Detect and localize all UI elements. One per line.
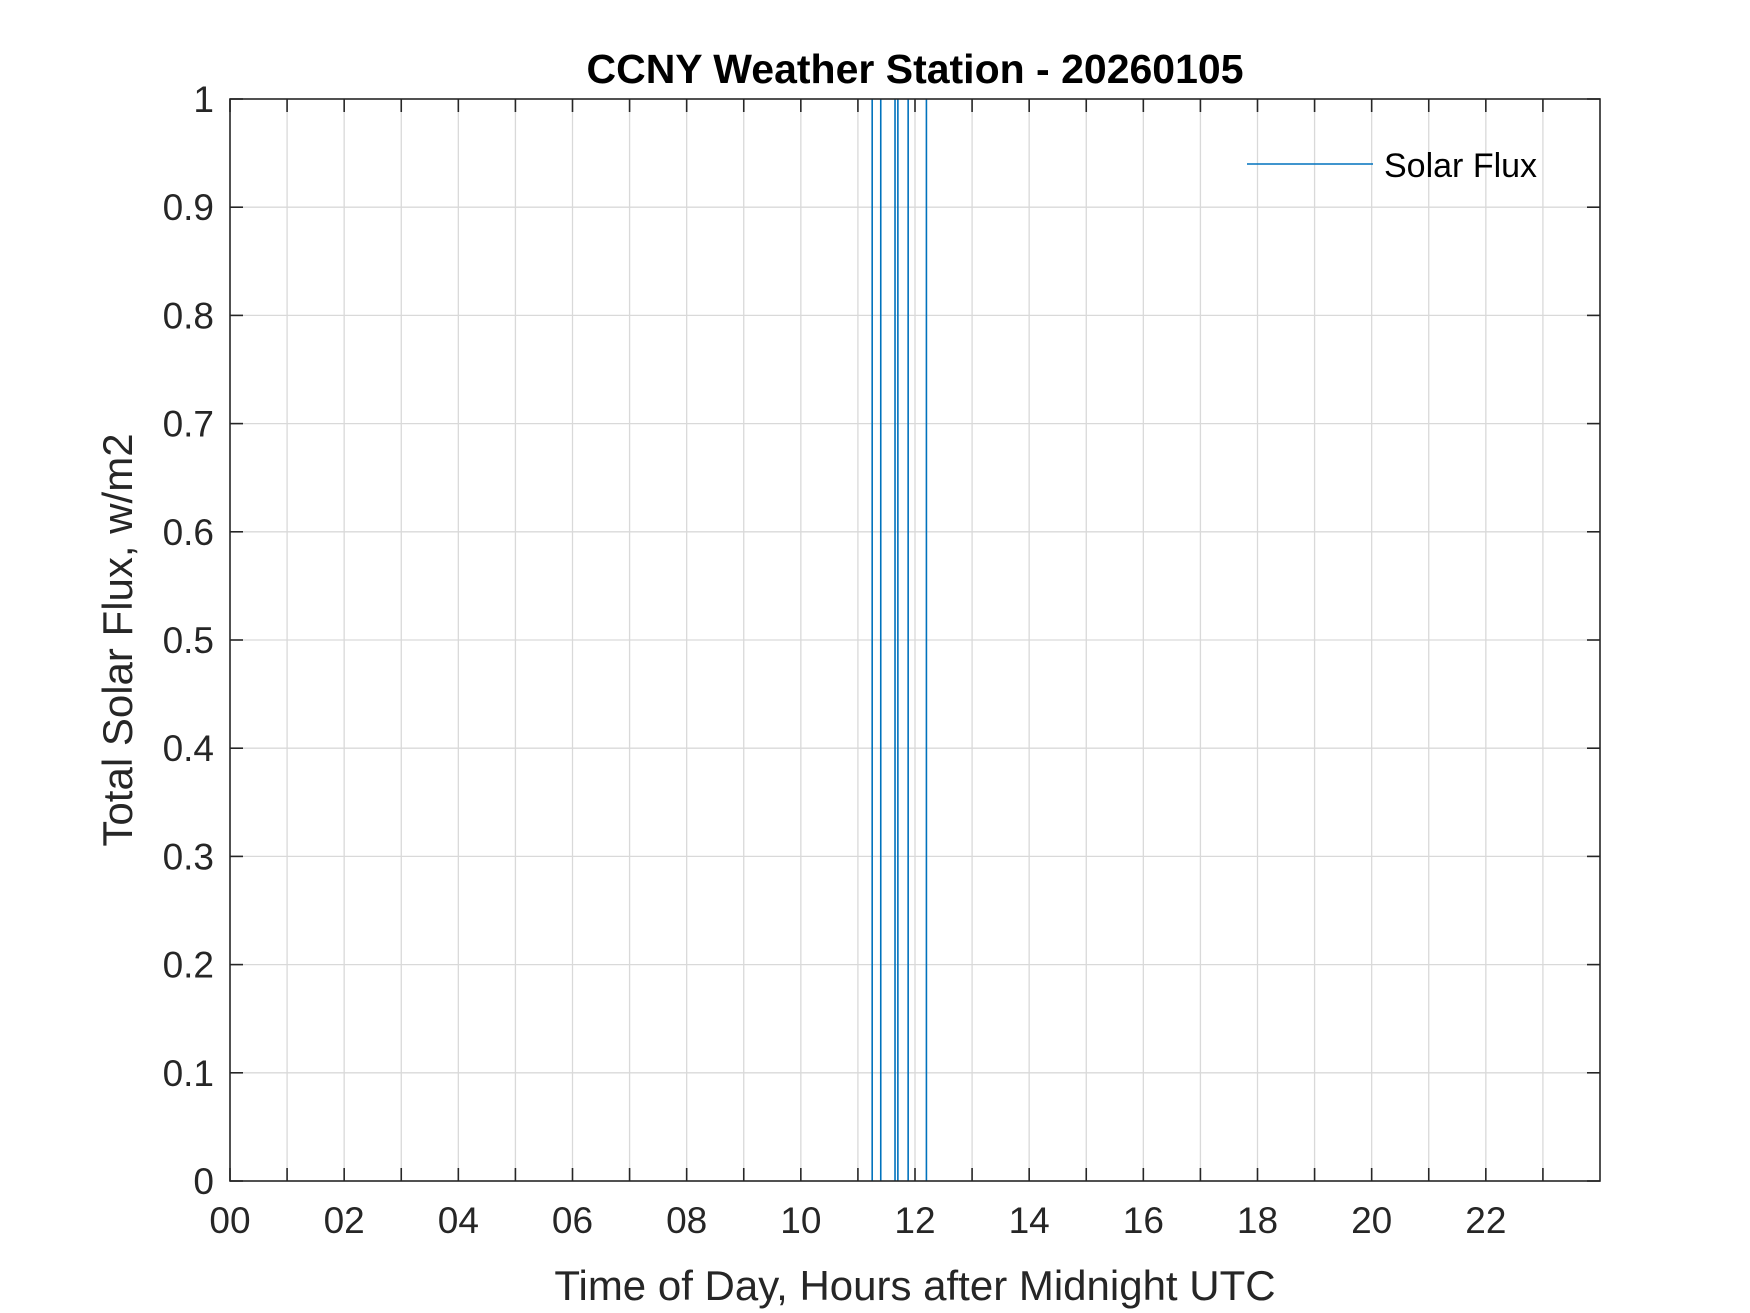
chart-title: CCNY Weather Station - 20260105 [586, 46, 1243, 92]
y-tick-label: 1 [193, 79, 214, 120]
x-axis-label: Time of Day, Hours after Midnight UTC [554, 1262, 1275, 1309]
legend-label-solar-flux: Solar Flux [1384, 147, 1537, 185]
ticks [229, 98, 1600, 1182]
x-tick-label: 04 [438, 1200, 479, 1241]
y-tick-label: 0 [193, 1161, 214, 1202]
y-tick-label: 0.7 [163, 404, 214, 445]
x-tick-label: 14 [1009, 1200, 1050, 1241]
grid [230, 99, 1600, 1181]
legend: Solar Flux [1247, 147, 1537, 185]
y-tick-label: 0.1 [163, 1053, 214, 1094]
y-tick-label: 0.2 [163, 945, 214, 986]
x-tick-label: 18 [1237, 1200, 1278, 1241]
x-tick-label: 20 [1351, 1200, 1392, 1241]
tick-labels: 00 02 04 06 08 10 12 14 16 18 20 22 0 0.1 0.2 0.3 0.4 0.5… [163, 79, 1507, 1241]
x-tick-label: 12 [894, 1200, 935, 1241]
y-tick-label: 0.6 [163, 512, 214, 553]
y-tick-label: 0.4 [163, 728, 214, 769]
y-tick-label: 0.3 [163, 836, 214, 877]
x-tick-label: 22 [1465, 1200, 1506, 1241]
y-axis-label: Total Solar Flux, w/m2 [94, 433, 141, 846]
series-solar-flux [871, 99, 928, 1181]
y-tick-label: 0.5 [163, 620, 214, 661]
x-tick-label: 06 [552, 1200, 593, 1241]
x-tick-label: 00 [209, 1200, 250, 1241]
x-tick-label: 16 [1123, 1200, 1164, 1241]
x-tick-label: 08 [666, 1200, 707, 1241]
y-tick-label: 0.9 [163, 187, 214, 228]
x-tick-label: 02 [324, 1200, 365, 1241]
y-tick-label: 0.8 [163, 295, 214, 336]
x-tick-label: 10 [780, 1200, 821, 1241]
